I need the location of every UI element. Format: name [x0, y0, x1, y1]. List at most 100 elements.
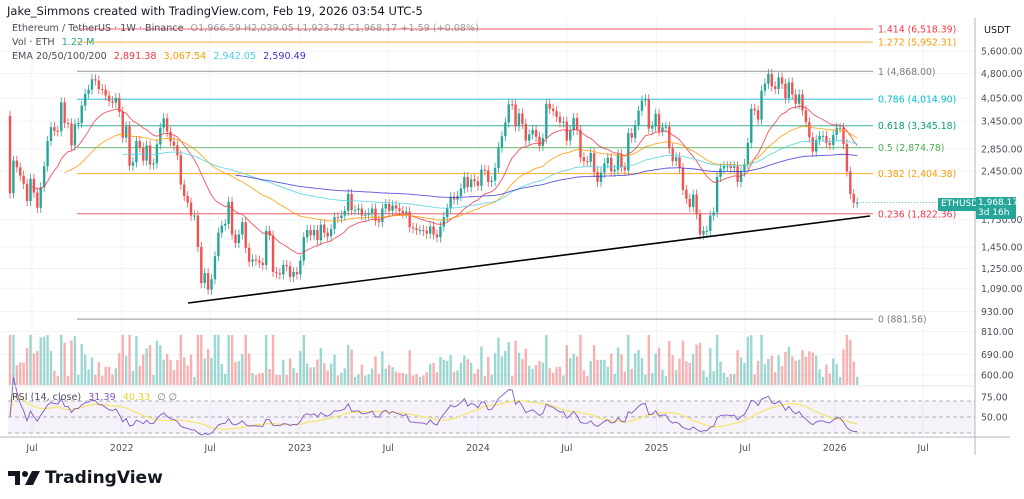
volume-bar	[613, 373, 616, 385]
candle-body	[828, 142, 832, 145]
candle-body	[825, 135, 828, 143]
candle-body	[353, 210, 357, 212]
volume-bar	[661, 369, 664, 385]
volume-bar	[49, 351, 53, 385]
candle-body	[340, 215, 343, 219]
logo-text: TradingView	[45, 468, 163, 488]
candle-body	[849, 171, 852, 194]
candle-body	[305, 229, 309, 238]
volume-label[interactable]: Vol · ETH	[12, 37, 55, 48]
volume-bar	[835, 363, 838, 385]
candle-body	[244, 222, 247, 248]
rsi-label[interactable]: RSI (14, close)	[12, 392, 82, 403]
price-tick-label: 1,250.00	[981, 264, 1022, 275]
candle-body	[77, 122, 80, 125]
candle-body	[271, 235, 275, 272]
bar-countdown: 3d 16h	[978, 208, 1010, 218]
candle-body	[12, 160, 15, 194]
chart-credit: Jake_Simmons created with TradingView.co…	[7, 4, 423, 18]
candle-body	[46, 141, 49, 167]
symbol-price-tag: ETHUSDT	[938, 198, 984, 211]
candle-body	[87, 89, 90, 94]
candle-body	[60, 102, 63, 132]
volume-bar	[224, 373, 227, 385]
volume-bar	[183, 357, 186, 385]
candle-body	[384, 203, 387, 209]
volume-bar	[94, 374, 97, 385]
candle-body	[131, 162, 135, 166]
candle-body	[654, 113, 657, 127]
volume-bar	[193, 377, 196, 385]
volume-bar	[541, 362, 545, 385]
candle-body	[114, 97, 118, 103]
ema-200-line	[235, 153, 858, 198]
candle-body	[90, 79, 94, 90]
volume-bar	[773, 372, 777, 385]
volume-bar	[784, 351, 787, 385]
volume-bar	[145, 348, 148, 385]
rsi-tick-label: 50.00	[981, 413, 1008, 424]
candle-body	[777, 77, 780, 89]
candle-body	[517, 113, 521, 127]
candle-body	[637, 110, 640, 126]
volume-bar	[364, 375, 367, 385]
candle-body	[709, 215, 712, 231]
candle-body	[336, 217, 340, 219]
volume-bar	[172, 370, 176, 385]
candle-body	[346, 193, 350, 211]
candle-body	[97, 80, 101, 89]
volume-bar	[466, 359, 469, 385]
candle-body	[606, 157, 609, 164]
volume-bar	[674, 370, 678, 385]
candle-body	[63, 102, 66, 123]
volume-bar	[247, 353, 251, 385]
ohlc-values: O1,966.59 H2,039.05 L1,923.78 C1,968.17 …	[190, 23, 479, 34]
time-tick-label: 2022	[110, 443, 134, 454]
symbol-title[interactable]: Ethereum / TetherUS · 1W · Binance	[12, 23, 184, 34]
volume-bar	[698, 342, 702, 385]
volume-bar	[80, 344, 83, 385]
ascending-trendline	[187, 215, 871, 304]
volume-bar	[681, 340, 685, 385]
volume-bar	[736, 350, 739, 385]
candle-body	[855, 202, 859, 204]
price-tick-label: 2,850.00	[981, 144, 1022, 155]
volume-bar	[825, 364, 828, 385]
volume-bar	[651, 373, 654, 385]
candle-body	[224, 223, 227, 226]
candles	[8, 68, 859, 295]
candle-body	[29, 178, 32, 202]
candle-body	[722, 166, 726, 169]
candle-body	[712, 212, 715, 216]
volume-bar	[664, 376, 668, 385]
candle-body	[165, 118, 169, 132]
candle-body	[183, 184, 186, 197]
volume-bar	[265, 335, 268, 385]
volume-bar	[709, 348, 712, 385]
candle-body	[435, 234, 439, 238]
candle-body	[459, 188, 463, 197]
volume-bar	[408, 350, 411, 385]
volume-bar	[241, 353, 244, 385]
candle-body	[452, 196, 456, 200]
volume-bar	[842, 349, 845, 385]
volume-bar	[459, 363, 463, 385]
volume-bar	[637, 349, 640, 385]
tradingview-logo[interactable]: TradingView	[8, 468, 163, 488]
volume-bar	[22, 362, 25, 385]
candle-body	[763, 83, 767, 91]
candle-body	[674, 157, 678, 162]
candle-body	[265, 230, 268, 266]
volume-bars	[8, 335, 859, 385]
candle-body	[483, 169, 487, 171]
candle-body	[791, 82, 794, 95]
volume-bar	[179, 335, 182, 385]
candle-body	[804, 110, 808, 123]
volume-bar	[56, 376, 60, 385]
volume-bar	[476, 369, 480, 385]
candle-body	[627, 133, 630, 171]
volume-bar	[370, 368, 374, 385]
volume-bar	[855, 376, 859, 385]
ema-label[interactable]: EMA 20/50/100/200	[12, 51, 107, 62]
